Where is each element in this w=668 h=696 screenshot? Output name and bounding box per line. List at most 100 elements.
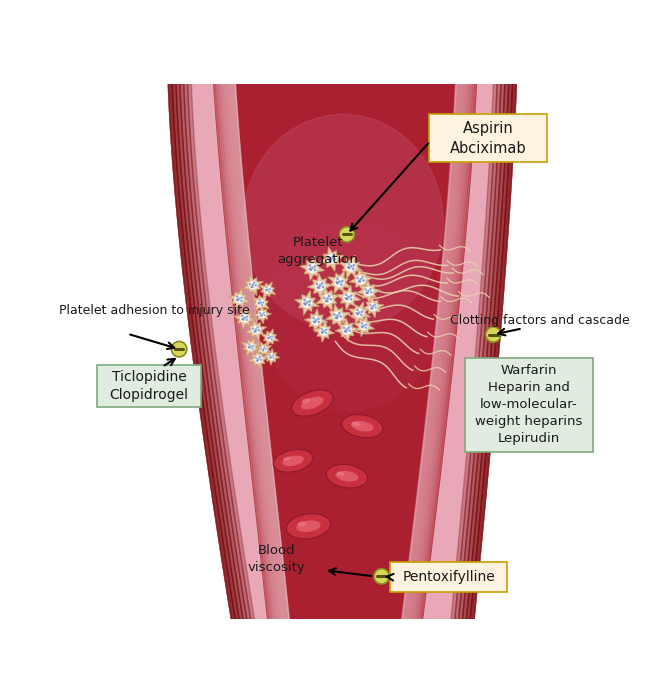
Polygon shape: [172, 84, 239, 619]
Circle shape: [172, 342, 187, 357]
Ellipse shape: [263, 219, 440, 411]
Circle shape: [271, 356, 273, 358]
Circle shape: [321, 331, 324, 334]
Circle shape: [271, 335, 273, 338]
Circle shape: [321, 282, 323, 285]
Circle shape: [335, 317, 337, 319]
Ellipse shape: [259, 311, 266, 318]
Circle shape: [259, 299, 261, 301]
Circle shape: [353, 264, 355, 267]
Polygon shape: [402, 84, 476, 619]
FancyBboxPatch shape: [429, 114, 547, 162]
Circle shape: [238, 297, 240, 300]
Polygon shape: [256, 342, 271, 357]
Circle shape: [336, 317, 339, 319]
Polygon shape: [401, 84, 462, 619]
Circle shape: [246, 319, 248, 321]
Circle shape: [270, 357, 272, 359]
Polygon shape: [313, 321, 335, 342]
Ellipse shape: [351, 421, 373, 432]
Circle shape: [333, 313, 336, 316]
Circle shape: [328, 295, 331, 298]
Circle shape: [349, 329, 351, 332]
Polygon shape: [216, 84, 289, 619]
Circle shape: [303, 302, 306, 305]
Circle shape: [369, 287, 372, 290]
Ellipse shape: [359, 322, 369, 331]
Circle shape: [267, 337, 269, 339]
Circle shape: [318, 287, 321, 290]
Polygon shape: [214, 84, 289, 619]
Ellipse shape: [307, 263, 317, 274]
Circle shape: [329, 260, 332, 262]
Circle shape: [339, 227, 355, 242]
Circle shape: [265, 289, 267, 291]
Circle shape: [236, 299, 239, 301]
Ellipse shape: [345, 262, 356, 271]
Circle shape: [323, 330, 325, 332]
Ellipse shape: [248, 281, 258, 290]
Ellipse shape: [246, 343, 255, 351]
Circle shape: [317, 286, 319, 289]
Circle shape: [304, 303, 307, 306]
Ellipse shape: [268, 354, 275, 360]
Circle shape: [263, 301, 265, 303]
Circle shape: [371, 307, 373, 310]
Ellipse shape: [273, 450, 313, 472]
Polygon shape: [212, 84, 478, 619]
Polygon shape: [212, 84, 289, 619]
Polygon shape: [295, 291, 319, 315]
Ellipse shape: [369, 303, 377, 311]
Circle shape: [345, 298, 349, 301]
Circle shape: [259, 356, 261, 358]
Polygon shape: [401, 84, 466, 619]
Circle shape: [315, 319, 317, 322]
Circle shape: [246, 315, 248, 318]
Polygon shape: [180, 84, 247, 619]
Circle shape: [333, 258, 336, 261]
Circle shape: [327, 256, 329, 259]
Polygon shape: [220, 84, 289, 619]
Polygon shape: [455, 84, 501, 619]
Text: Pentoxifylline: Pentoxifylline: [402, 570, 495, 584]
Polygon shape: [307, 274, 333, 299]
Ellipse shape: [342, 325, 352, 335]
Circle shape: [336, 314, 339, 317]
Text: Platelet adhesion to injury site: Platelet adhesion to injury site: [59, 304, 250, 317]
Ellipse shape: [342, 415, 383, 438]
Circle shape: [357, 313, 359, 315]
Polygon shape: [470, 84, 516, 619]
Ellipse shape: [355, 308, 364, 317]
Circle shape: [347, 266, 349, 269]
Circle shape: [343, 330, 346, 333]
Polygon shape: [316, 287, 339, 311]
Ellipse shape: [302, 298, 312, 308]
Circle shape: [313, 317, 315, 319]
Polygon shape: [339, 255, 363, 278]
Circle shape: [255, 331, 257, 333]
Circle shape: [313, 265, 317, 268]
Circle shape: [303, 299, 306, 301]
Ellipse shape: [352, 422, 360, 426]
Polygon shape: [242, 275, 263, 296]
Circle shape: [236, 295, 238, 298]
Polygon shape: [168, 84, 235, 619]
Circle shape: [259, 312, 261, 314]
Circle shape: [252, 283, 254, 286]
Circle shape: [252, 345, 255, 347]
Ellipse shape: [335, 470, 358, 482]
Circle shape: [268, 338, 270, 340]
Circle shape: [241, 315, 244, 317]
Polygon shape: [168, 84, 516, 619]
Polygon shape: [218, 84, 289, 619]
Polygon shape: [226, 84, 289, 619]
Ellipse shape: [292, 390, 333, 416]
Circle shape: [261, 304, 263, 306]
Ellipse shape: [287, 514, 331, 539]
Circle shape: [345, 331, 347, 333]
Circle shape: [309, 268, 311, 271]
Ellipse shape: [311, 316, 321, 325]
Ellipse shape: [252, 326, 261, 334]
Polygon shape: [336, 285, 361, 310]
Circle shape: [340, 283, 343, 286]
